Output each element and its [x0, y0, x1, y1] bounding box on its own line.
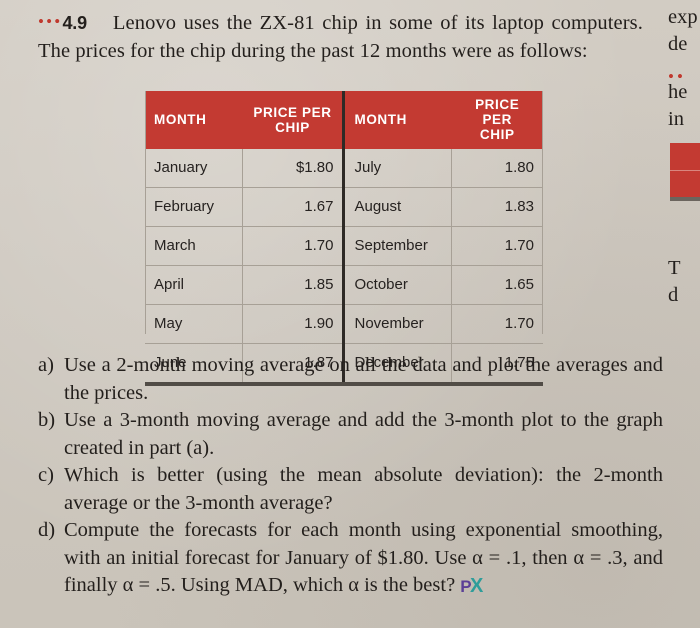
- question-label-d: d): [38, 519, 56, 541]
- margin-difficulty-dots-icon: ••: [668, 67, 686, 86]
- cell-price-left: 1.70: [241, 226, 344, 266]
- cell-month-left: February: [145, 187, 243, 227]
- cell-price-right: 1.65: [450, 265, 543, 305]
- header-price-left: PRICE PER CHIP: [242, 91, 344, 149]
- list-item: a) Use a 2-month moving average on all t…: [38, 352, 663, 407]
- table-row: February 1.67 August 1.83: [145, 187, 543, 227]
- header-month-left: MONTH: [145, 91, 243, 149]
- cell-month-right: August: [342, 187, 452, 227]
- margin-fragment-in: in: [668, 108, 684, 130]
- header-month-right: MONTH: [342, 91, 452, 149]
- margin-table-header-bottom: [670, 171, 700, 197]
- margin-table-rule: [670, 197, 700, 201]
- question-text-d: Compute the forecasts for each month usi…: [64, 517, 663, 601]
- question-text-c: Which is better (using the mean absolute…: [64, 464, 663, 514]
- cell-month-left: June: [154, 354, 187, 371]
- list-item: c) Which is better (using the mean absol…: [38, 462, 663, 517]
- cell-month-right: December: [342, 343, 452, 382]
- problem-statement: •••4.9 Lenovo uses the ZX-81 chip in some…: [38, 8, 643, 65]
- table-bottom-rule: [145, 382, 543, 386]
- list-item: d) Compute the forecasts for each month …: [38, 517, 663, 601]
- cell-price-left: 1.85: [241, 265, 344, 305]
- header-price-left-line2: CHIP: [275, 119, 310, 135]
- question-text-a: Use a 2-month moving average on all the …: [64, 354, 663, 404]
- cell-price-left: $1.80: [241, 149, 344, 188]
- price-table-grid: MONTH PRICE PER CHIP MONTH PRICE PER CHI…: [145, 91, 543, 382]
- header-price-left-line1: PRICE PER: [253, 104, 332, 120]
- margin-table-header-top: [670, 143, 700, 171]
- cell-month-right: October: [342, 265, 452, 305]
- problem-text: Lenovo uses the ZX-81 chip in some of it…: [38, 12, 643, 62]
- px-logo-p: P: [460, 577, 471, 596]
- cell-month-left: January: [145, 149, 243, 188]
- table-row: January $1.80 July 1.80: [145, 149, 543, 188]
- margin-fragment-de: de: [668, 33, 688, 55]
- px-logo-x: X: [470, 575, 483, 597]
- header-price-right-line1: PRICE PER: [475, 97, 520, 127]
- cell-price-right: 1.80: [450, 149, 543, 188]
- question-list: a) Use a 2-month moving average on all t…: [38, 352, 663, 601]
- margin-fragment-exp: exp: [668, 6, 698, 28]
- margin-fragment-he: he: [668, 81, 688, 103]
- margin-fragment-d: d: [668, 284, 679, 306]
- cell-price-right: 1.70: [450, 226, 543, 266]
- table-row: April 1.85 October 1.65: [145, 265, 543, 305]
- cell-price-left: 1.90: [241, 304, 344, 344]
- difficulty-dots-icon: •••: [38, 12, 63, 31]
- main-column: •••4.9 Lenovo uses the ZX-81 chip in some…: [38, 8, 663, 597]
- cell-month-left: May: [145, 304, 243, 344]
- cell-month-left: April: [145, 265, 243, 305]
- cell-price-left: 1.87: [241, 343, 344, 382]
- table-row: March 1.70 September 1.70: [145, 226, 543, 266]
- px-media-icon: PX: [460, 573, 483, 601]
- table-body: January $1.80 July 1.80 February 1.67 Au…: [145, 149, 543, 382]
- cell-month-right: November: [342, 304, 452, 344]
- question-label-a: a): [38, 354, 54, 376]
- cell-price-right: 1.70: [450, 304, 543, 344]
- cell-month-left: March: [145, 226, 243, 266]
- cell-month-right: July: [342, 149, 452, 188]
- header-price-right: PRICE PER CHIP: [451, 91, 543, 149]
- cell-price-right: 1.75: [450, 343, 543, 382]
- right-margin-column: exp de •• he in T d: [656, 0, 700, 628]
- margin-table-edge: [670, 143, 700, 201]
- question-label-c: c): [38, 464, 54, 486]
- question-label-b: b): [38, 409, 56, 431]
- problem-number: 4.9: [62, 13, 87, 33]
- table-row: June 1.87 December 1.75: [145, 343, 543, 382]
- price-table: MONTH PRICE PER CHIP MONTH PRICE PER CHI…: [145, 91, 543, 386]
- table-header-row: MONTH PRICE PER CHIP MONTH PRICE PER CHI…: [145, 91, 543, 149]
- table-row: May 1.90 November 1.70: [145, 304, 543, 344]
- header-price-right-line2: CHIP: [479, 127, 515, 142]
- cell-price-right: 1.83: [450, 187, 543, 227]
- question-text-b: Use a 3-month moving average and add the…: [64, 409, 663, 459]
- cell-price-left: 1.67: [241, 187, 344, 227]
- cell-month-right: September: [342, 226, 452, 266]
- list-item: b) Use a 3-month moving average and add …: [38, 407, 663, 462]
- margin-fragment-t: T: [668, 257, 681, 279]
- question-text-d-body: Compute the forecasts for each month usi…: [64, 519, 663, 596]
